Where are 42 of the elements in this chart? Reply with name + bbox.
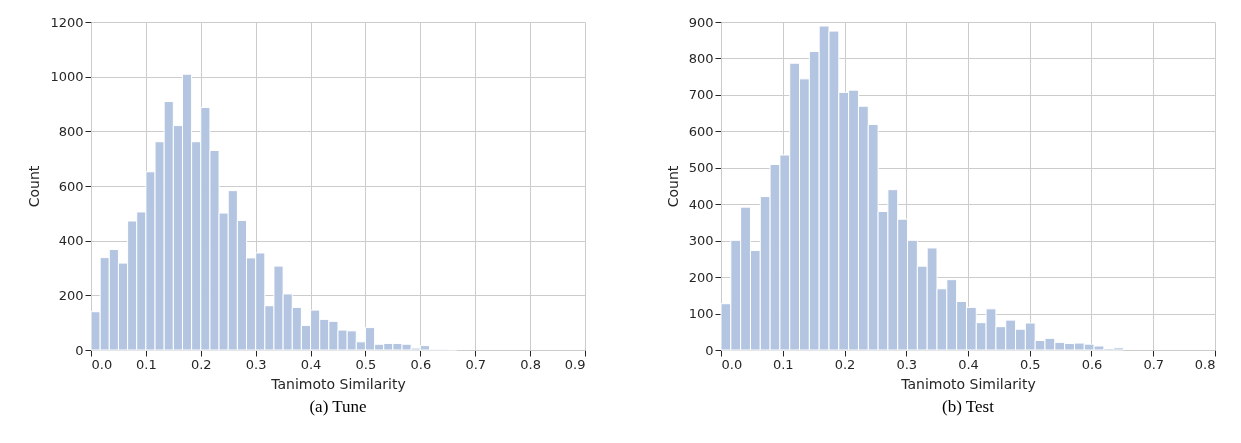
y-tick-label: 600 xyxy=(688,123,714,139)
x-axis-title: Tanimoto Similarity xyxy=(270,375,406,392)
y-axis-title: Count xyxy=(664,165,681,208)
x-tick-label: 0.0 xyxy=(721,356,743,372)
x-tick-label: 0.0 xyxy=(91,356,113,372)
x-tick-label: 0.2 xyxy=(190,356,212,372)
y-tick-label: 400 xyxy=(688,196,714,212)
y-tick-label: 1200 xyxy=(50,14,84,30)
y-tick-label: 800 xyxy=(58,123,84,139)
y-tick-label: 500 xyxy=(688,160,714,176)
y-tick-label: 600 xyxy=(58,178,84,194)
y-tick-label: 0 xyxy=(705,342,714,358)
x-tick-label: 0.5 xyxy=(1019,356,1041,372)
x-tick-label: 0.1 xyxy=(772,356,794,372)
y-tick-label: 0 xyxy=(75,342,84,358)
x-tick-label: 0.3 xyxy=(896,356,918,372)
x-axis-title: Tanimoto Similarity xyxy=(900,375,1036,392)
x-tick-label: 0.2 xyxy=(834,356,856,372)
text: (b) Test xyxy=(942,397,995,416)
x-tick-label: 0.7 xyxy=(465,356,487,372)
y-axis-title: Count xyxy=(26,165,43,208)
y-tick-label: 400 xyxy=(58,233,84,249)
y-tick-label: 300 xyxy=(688,233,714,249)
x-tick-label: 0.8 xyxy=(1194,356,1216,372)
x-tick-label: 0.5 xyxy=(355,356,377,372)
x-tick-label: 0.4 xyxy=(300,356,322,372)
y-tick-label: 800 xyxy=(688,50,714,66)
y-tick-label: 200 xyxy=(58,287,84,303)
y-tick-label: 1000 xyxy=(50,69,84,85)
x-tick-label: 0.3 xyxy=(245,356,267,372)
x-tick-label: 0.6 xyxy=(1081,356,1103,372)
y-tick-label: 900 xyxy=(688,14,714,30)
y-tick-label: 100 xyxy=(688,306,714,322)
x-tick-label: 0.9 xyxy=(564,356,586,372)
x-tick-label: 0.6 xyxy=(410,356,432,372)
text: (a) Tune xyxy=(309,397,367,416)
y-tick-label: 200 xyxy=(688,269,714,285)
x-tick-label: 0.1 xyxy=(136,356,157,372)
y-tick-label: 700 xyxy=(688,87,714,103)
x-tick-label: 0.4 xyxy=(958,356,979,372)
x-tick-label: 0.7 xyxy=(1143,356,1165,372)
x-tick-label: 0.8 xyxy=(520,356,541,372)
